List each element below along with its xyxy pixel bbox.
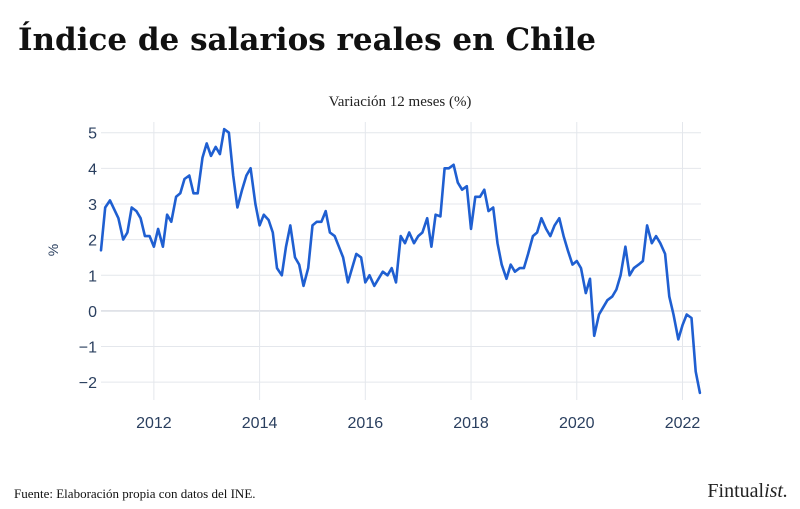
x-tick-label: 2022 [665, 415, 701, 432]
source-note: Fuente: Elaboración propia con datos del… [14, 486, 256, 501]
line-chart: −2 −1 0 1 2 3 4 5 2012 2014 2016 2018 2020 2022 % [45, 122, 702, 432]
x-tick-label: 2014 [242, 415, 278, 432]
y-axis-ticks: −2 −1 0 1 2 3 4 5 [79, 126, 97, 392]
brand-logo: Fintualist. [707, 480, 788, 503]
x-tick-label: 2016 [348, 415, 384, 432]
brand-name: Fintual [707, 480, 765, 502]
y-tick-label: 0 [88, 304, 97, 321]
chart-subtitle: Variación 12 meses (%) [328, 94, 472, 110]
y-tick-label: 5 [88, 126, 97, 143]
y-tick-label: 2 [88, 233, 97, 250]
x-tick-label: 2018 [453, 415, 489, 432]
y-axis-label: % [45, 244, 61, 256]
y-tick-label: −1 [79, 340, 97, 357]
x-axis-ticks: 2012 2014 2016 2018 2020 2022 [136, 415, 700, 432]
series-line [99, 127, 702, 395]
grid-lines [101, 122, 701, 400]
y-tick-label: 3 [88, 197, 97, 214]
y-tick-label: 1 [88, 268, 97, 285]
brand-suffix: ist. [764, 480, 788, 502]
page-title: Índice de salarios reales en Chile [18, 22, 596, 58]
x-tick-label: 2012 [136, 415, 172, 432]
y-tick-label: −2 [79, 375, 97, 392]
y-tick-label: 4 [88, 161, 97, 178]
x-tick-label: 2020 [559, 415, 595, 432]
